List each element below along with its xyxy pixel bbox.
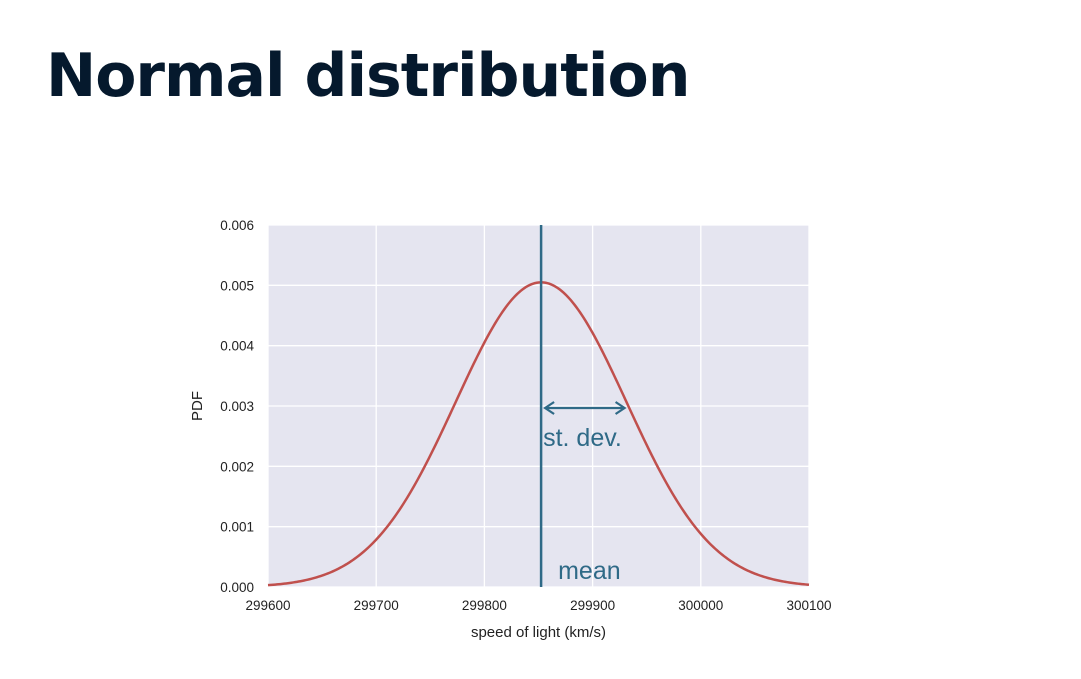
tick-labels: 299600 299700 299800 299900 300000 300100 0.00… [220, 218, 831, 613]
y-axis-label: PDF [189, 391, 206, 421]
y-tick-label: 0.003 [220, 399, 254, 414]
std-dev-arrowhead-left [543, 401, 555, 415]
x-tick-label: 299900 [570, 598, 615, 613]
y-tick-label: 0.002 [220, 459, 254, 474]
y-tick-label: 0.001 [220, 520, 254, 535]
std-dev-label: st. dev. [543, 424, 622, 452]
x-tick-label: 300100 [786, 598, 831, 613]
page-title: Normal distribution [46, 41, 690, 111]
x-tick-label: 299800 [462, 598, 507, 613]
std-dev-arrowhead-right [614, 401, 627, 415]
y-tick-label: 0.004 [220, 339, 254, 354]
grid-lines [267, 224, 810, 588]
x-axis-label: speed of light (km/s) [471, 624, 606, 641]
x-tick-label: 300000 [678, 598, 723, 613]
y-tick-label: 0.006 [220, 218, 254, 233]
mean-label: mean [558, 557, 621, 585]
y-tick-label: 0.000 [220, 580, 254, 595]
x-tick-label: 299700 [354, 598, 399, 613]
x-tick-label: 299600 [245, 598, 290, 613]
y-tick-label: 0.005 [220, 278, 254, 293]
pdf-curve [267, 281, 810, 587]
